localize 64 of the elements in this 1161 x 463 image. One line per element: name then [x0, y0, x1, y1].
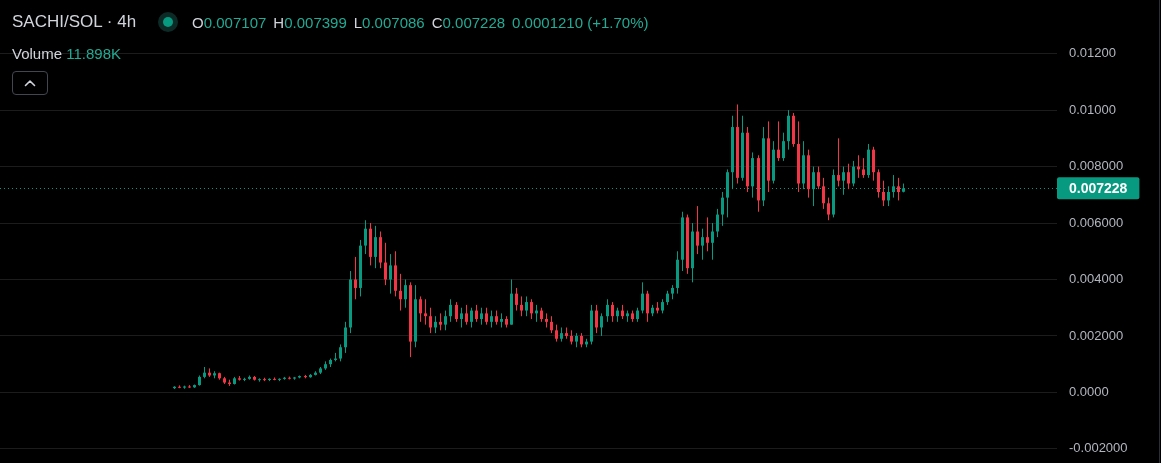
candlestick: [389, 253, 392, 295]
candlestick: [606, 298, 609, 323]
candlestick: [777, 120, 780, 162]
annotation: O0.007107: [192, 13, 267, 31]
candlestick: [520, 295, 523, 317]
candlestick: [460, 307, 463, 328]
candlestick: [611, 301, 614, 323]
candlestick: [721, 191, 724, 227]
candlestick: [258, 377, 261, 383]
text: SACHI/SOL · 4h: [12, 12, 137, 32]
candlestick: [399, 273, 402, 312]
candlestick: [641, 281, 644, 314]
candlestick: [530, 298, 533, 320]
y-tick-label: -0.002000: [1069, 440, 1128, 456]
candlestick: [706, 216, 709, 252]
candlestick: [847, 163, 850, 190]
candlestick: [877, 168, 880, 199]
y-tick-label: 0.0000: [1069, 384, 1109, 399]
candlestick: [444, 310, 447, 331]
ref-line-label: 0.007228: [1069, 180, 1128, 197]
annotation: L0.007086: [353, 13, 425, 31]
candlestick: [646, 290, 649, 323]
candlestick: [827, 197, 830, 221]
candlestick: [419, 295, 422, 323]
candlestick: [455, 301, 458, 323]
candlestick: [887, 185, 890, 207]
candlestick: [384, 242, 387, 286]
y-tick-label: 0.01200: [1069, 45, 1116, 61]
candlestick: [782, 132, 785, 162]
candlestick: [429, 307, 432, 334]
y-tick-label: 0.008000: [1069, 158, 1124, 174]
candlestick: [424, 298, 427, 326]
annotation: 0.0001210 (+1.70%): [512, 13, 649, 31]
annotation: H0.007399: [273, 13, 347, 31]
y-tick-label: 0.01000: [1069, 101, 1116, 117]
candlestick: [716, 208, 719, 238]
candlestick: [711, 222, 714, 261]
candlestick: [465, 304, 468, 326]
candlestick: [470, 307, 473, 328]
candlestick: [515, 287, 518, 312]
y-tick-label: 0.004000: [1069, 271, 1124, 287]
candlestick: [344, 321, 347, 354]
candlestick: [449, 298, 452, 323]
candlestick: [862, 157, 865, 179]
candlestick: [404, 278, 407, 309]
annotation: C0.007228: [431, 13, 506, 31]
candlestick: [600, 312, 603, 337]
candlestick: [701, 228, 704, 261]
candlestick: [696, 205, 699, 255]
candlestick: [364, 219, 367, 255]
candlestick: [817, 166, 820, 190]
candlestick: [852, 160, 855, 187]
candlestick: [374, 225, 377, 269]
candlestick: [822, 177, 825, 210]
y-tick-label: 0.006000: [1069, 214, 1124, 230]
candlestick: [525, 295, 528, 317]
candlestick: [882, 180, 885, 207]
candlestick: [872, 146, 875, 182]
annotation: Volume 11.898K: [12, 44, 121, 62]
candlestick: [897, 177, 900, 201]
candlestick: [595, 304, 598, 334]
candlestick: [837, 137, 840, 187]
candlestick: [354, 256, 357, 300]
y-tick-label: 0.002000: [1069, 327, 1124, 343]
